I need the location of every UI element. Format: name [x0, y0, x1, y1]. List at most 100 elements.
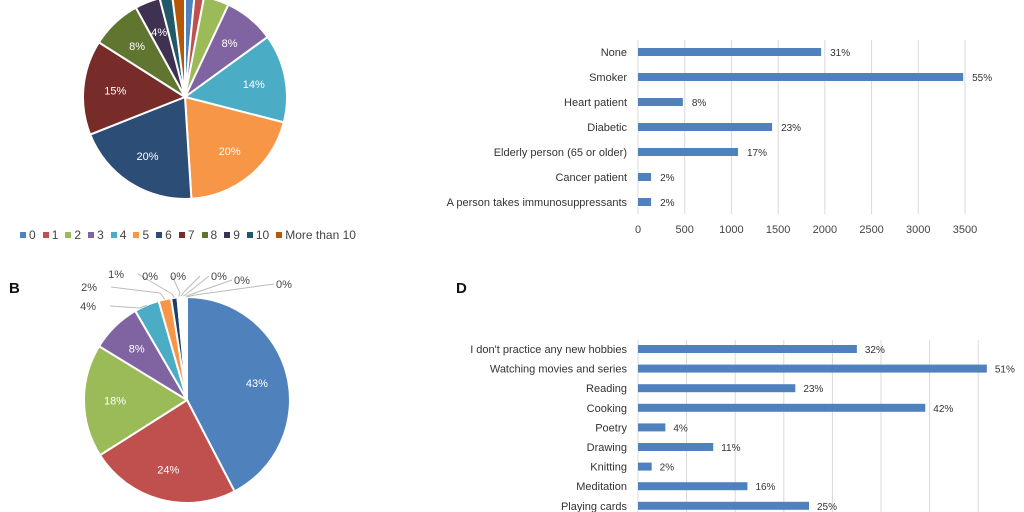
pie-slice — [134, 0, 186, 98]
slice-label: 2% — [81, 282, 97, 294]
bar — [638, 462, 652, 471]
category-label: Elderly person (65 or older) — [494, 147, 627, 159]
data-label: 16% — [755, 482, 775, 493]
bar — [638, 48, 822, 56]
category-label: Cooking — [587, 403, 627, 415]
category-label: None — [601, 47, 627, 59]
bar — [638, 123, 773, 131]
x-tick-label: 3000 — [906, 224, 930, 236]
legend-swatch — [20, 232, 26, 238]
legend-swatch — [156, 232, 163, 238]
legend-label: 9 — [233, 228, 240, 242]
data-label: 31% — [830, 48, 850, 59]
data-label: 4% — [673, 423, 688, 434]
x-tick-label: 2000 — [813, 224, 837, 236]
legend-label: 4 — [119, 228, 127, 242]
x-tick-label: 3500 — [953, 224, 977, 236]
legend-item: 9 — [224, 228, 240, 242]
legend-item: 3 — [88, 228, 104, 242]
legend-label: 7 — [187, 228, 195, 242]
category-label: Reading — [586, 383, 627, 395]
legend-swatch — [133, 232, 140, 238]
category-label: Heart patient — [564, 97, 627, 109]
legend-swatch — [65, 232, 72, 238]
pie-slice — [88, 95, 193, 200]
legend-item: 7 — [178, 228, 195, 242]
bar — [638, 345, 857, 353]
legend-label: 0 — [29, 228, 36, 242]
pie-slice — [186, 295, 291, 493]
leader-line — [109, 304, 147, 309]
legend-item: 1 — [42, 228, 59, 242]
slice-label: 0% — [234, 275, 250, 287]
category-label: Knitting — [590, 462, 627, 474]
x-tick-label: 2500 — [859, 224, 883, 236]
data-label: 17% — [747, 148, 767, 159]
legend-label: 2 — [74, 228, 82, 242]
pie-slice — [98, 398, 236, 504]
leader-line — [183, 279, 233, 298]
bar — [638, 73, 964, 81]
slice-label: 18% — [104, 396, 126, 408]
slice-label: 20% — [219, 146, 241, 158]
legend-item: 2 — [65, 228, 81, 242]
x-tick-label: 500 — [676, 224, 694, 236]
slice-label: 0% — [276, 279, 292, 291]
data-label: 8% — [692, 98, 707, 109]
legend-item: 4 — [110, 228, 127, 242]
legend-label: 1 — [51, 228, 59, 242]
slice-label: 24% — [157, 465, 179, 477]
pie-slice — [83, 344, 189, 457]
x-tick-label: 0 — [635, 224, 641, 236]
legend-swatch — [201, 232, 208, 238]
category-label: Diabetic — [587, 122, 627, 134]
leader-line — [137, 273, 175, 299]
legend-swatch — [110, 232, 117, 238]
bar — [638, 173, 652, 181]
legend-label: 3 — [97, 228, 104, 242]
legend-label: 10 — [255, 228, 270, 242]
slice-label: 20% — [136, 151, 158, 163]
leader-line — [171, 275, 181, 298]
slice-label: 8% — [129, 344, 145, 356]
legend-item: 8 — [201, 228, 217, 242]
legend-item: 10 — [246, 228, 270, 242]
category-label: Playing cards — [561, 501, 628, 512]
legend-label: 5 — [142, 228, 150, 242]
slice-label: 1% — [108, 269, 124, 281]
legend-swatch — [246, 232, 253, 238]
data-label: 2% — [660, 198, 675, 209]
data-label: 32% — [865, 345, 885, 356]
legend-swatch — [42, 232, 49, 238]
pie-a-legend: 0 1 2 3 4 5 6 7 8 9 10 More than 10 — [20, 228, 356, 242]
slice-label: 8% — [222, 38, 238, 50]
x-tick-label: 1500 — [766, 224, 790, 236]
bar — [638, 98, 683, 106]
legend-item: 5 — [133, 228, 149, 242]
legend-swatch — [88, 232, 95, 238]
pie-slice — [184, 0, 205, 98]
slice-label: 0% — [142, 271, 158, 283]
legend-label: 6 — [165, 228, 172, 242]
slice-label: 4% — [80, 301, 96, 313]
category-label: Drawing — [587, 442, 627, 454]
leader-line — [185, 283, 275, 298]
bar — [638, 423, 666, 432]
bar — [638, 482, 748, 491]
slice-label: 0% — [211, 271, 227, 283]
pie-slice — [183, 95, 286, 200]
legend-swatch — [224, 232, 231, 238]
category-label: Smoker — [589, 72, 627, 84]
data-label: 51% — [995, 365, 1015, 376]
slice-label: 4% — [151, 27, 167, 39]
legend-item: More than 10 — [276, 228, 356, 242]
bar — [638, 384, 796, 393]
data-label: 23% — [781, 123, 801, 134]
data-label: 2% — [660, 463, 675, 474]
legend-swatch — [276, 232, 283, 238]
category-label: Poetry — [595, 422, 627, 434]
legend-label: More than 10 — [285, 228, 356, 242]
panel-label-d: D — [456, 280, 467, 297]
leader-line — [181, 275, 210, 298]
